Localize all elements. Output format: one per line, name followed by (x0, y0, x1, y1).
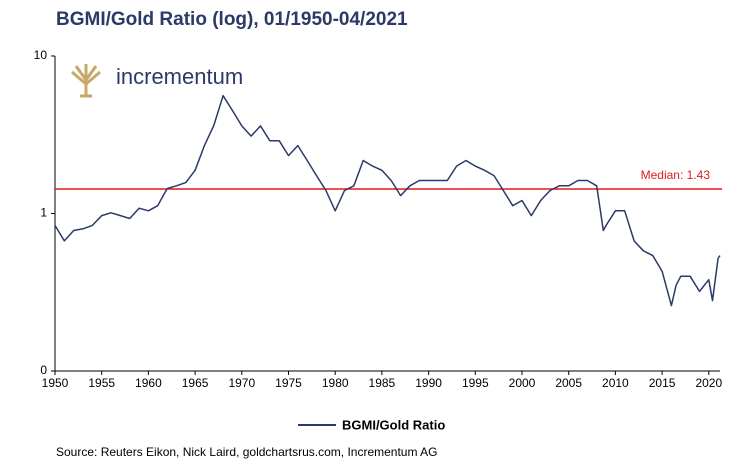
x-tick-label: 1995 (462, 376, 489, 390)
data-line (54, 94, 721, 307)
source: Source: Reuters Eikon, Nick Laird, goldc… (56, 445, 438, 459)
y-tick-label: 10 (34, 48, 48, 62)
legend-label: BGMI/Gold Ratio (342, 417, 445, 432)
x-tick-label: 1970 (228, 376, 255, 390)
x-tick-label: 2005 (555, 376, 582, 390)
logo-icon (68, 62, 104, 98)
median-label: Median: 1.43 (641, 168, 711, 182)
y-tick-label: 1 (40, 206, 47, 220)
x-tick-label: 1985 (369, 376, 396, 390)
x-tick-label: 1960 (135, 376, 162, 390)
y-tick-label: 0 (40, 363, 47, 377)
x-tick-label: 1965 (182, 376, 209, 390)
x-tick-label: 1955 (88, 376, 115, 390)
x-tick-label: 2020 (695, 376, 722, 390)
x-tick-label: 1950 (42, 376, 69, 390)
x-tick-label: 1975 (275, 376, 302, 390)
chart-title: BGMI/Gold Ratio (log), 01/1950-04/2021 (56, 9, 408, 30)
x-tick-label: 2015 (649, 376, 676, 390)
x-tick-label: 1980 (322, 376, 349, 390)
x-tick-label: 2010 (602, 376, 629, 390)
x-tick-label: 1990 (415, 376, 442, 390)
logo-text: incrementum (116, 64, 243, 89)
x-tick-label: 2000 (509, 376, 536, 390)
